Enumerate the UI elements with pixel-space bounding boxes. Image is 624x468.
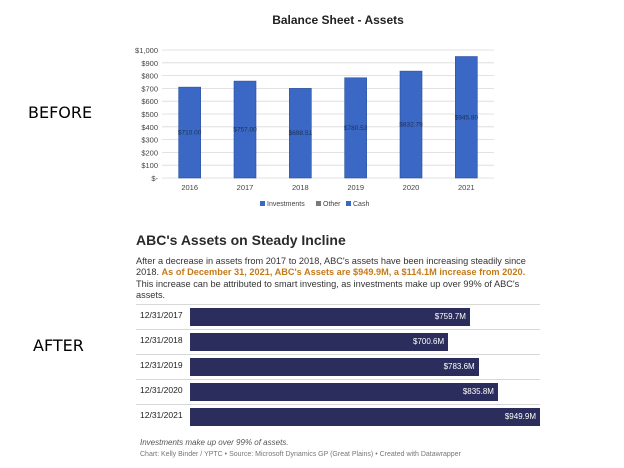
after-bar-category: 12/31/2017	[140, 310, 183, 320]
after-bar: $783.6M	[190, 358, 479, 376]
y-tick-label: $700	[141, 84, 158, 93]
after-bar-value: $759.7M	[434, 312, 466, 321]
bar-data-label: $945.80	[455, 115, 479, 122]
y-tick-label: $400	[141, 123, 158, 132]
y-tick-label: $200	[141, 148, 158, 157]
x-tick-label: 2017	[237, 183, 254, 192]
after-bar-category: 12/31/2018	[140, 335, 183, 345]
after-bar-value: $700.6M	[413, 337, 445, 346]
bar-data-label: $832.79	[399, 122, 423, 129]
after-bar-category: 12/31/2019	[140, 360, 183, 370]
after-bar-value: $949.9M	[504, 412, 536, 421]
after-note: Investments make up over 99% of assets.	[140, 438, 289, 447]
after-bar-row: 12/31/2020 $835.8M	[136, 379, 540, 402]
x-tick-label: 2019	[347, 183, 364, 192]
bar-investments	[289, 88, 312, 179]
bar-data-label: $710.00	[178, 129, 202, 136]
bar-investments	[399, 70, 423, 179]
bar-investments	[344, 77, 367, 179]
y-tick-label: $600	[141, 97, 158, 106]
bar-data-label: $757.00	[233, 126, 257, 133]
after-chart-title: ABC's Assets on Steady Incline	[136, 232, 346, 248]
after-label: AFTER	[33, 336, 84, 355]
bar-data-label: $780.53	[344, 125, 368, 132]
desc-part1: After a decrease in assets from 2017 to …	[136, 256, 526, 278]
after-bar: $700.6M	[190, 333, 449, 351]
after-bar: $949.9M	[190, 408, 540, 426]
before-label: BEFORE	[28, 103, 93, 122]
after-bar-category: 12/31/2021	[140, 410, 183, 420]
bar-investments	[178, 86, 201, 179]
desc-highlight: As of December 31, 2021, ABC's Assets ar…	[161, 267, 526, 278]
y-tick-label: $900	[141, 59, 158, 68]
after-bar-value: $835.8M	[462, 387, 494, 396]
y-tick-label: $300	[141, 136, 158, 145]
after-bar-row: 12/31/2021 $949.9M	[136, 404, 540, 427]
after-bar-row: 12/31/2018 $700.6M	[136, 329, 540, 352]
legend-swatch	[260, 201, 265, 206]
after-bar-value: $783.6M	[443, 362, 475, 371]
bar-data-label: $698.51	[289, 130, 313, 137]
after-description: After a decrease in assets from 2017 to …	[136, 256, 542, 302]
legend-entry: Investments	[267, 201, 305, 208]
after-panel: ABC's Assets on Steady Incline After a d…	[136, 228, 546, 458]
after-bar: $759.7M	[190, 308, 470, 326]
y-tick-label: $1,000	[135, 46, 158, 55]
x-tick-label: 2018	[292, 183, 309, 192]
y-tick-label: $-	[151, 174, 158, 183]
y-tick-label: $500	[141, 110, 158, 119]
y-tick-label: $100	[141, 161, 158, 170]
after-bar-category: 12/31/2020	[140, 385, 183, 395]
desc-part2: This increase can be attributed to smart…	[136, 278, 520, 301]
before-chart: Balance Sheet - Assets $- $100 $200 $300 $400…	[135, 13, 494, 208]
bar-investments	[233, 80, 257, 179]
legend-entry: Other	[323, 201, 341, 208]
after-credit: Chart: Kelly Binder / YPTC • Source: Mic…	[140, 451, 461, 458]
bar-investments	[455, 56, 478, 179]
after-bar: $835.8M	[190, 383, 498, 401]
after-bar-row: 12/31/2019 $783.6M	[136, 354, 540, 377]
legend-entry: Cash	[353, 201, 369, 208]
x-tick-label: 2016	[181, 183, 198, 192]
legend-swatch	[346, 201, 351, 206]
legend-swatch	[316, 201, 321, 206]
x-tick-label: 2020	[403, 183, 420, 192]
after-bar-row: 12/31/2017 $759.7M	[136, 304, 540, 327]
x-tick-label: 2021	[458, 183, 475, 192]
y-tick-label: $800	[141, 72, 158, 81]
before-chart-title: Balance Sheet - Assets	[272, 13, 404, 27]
